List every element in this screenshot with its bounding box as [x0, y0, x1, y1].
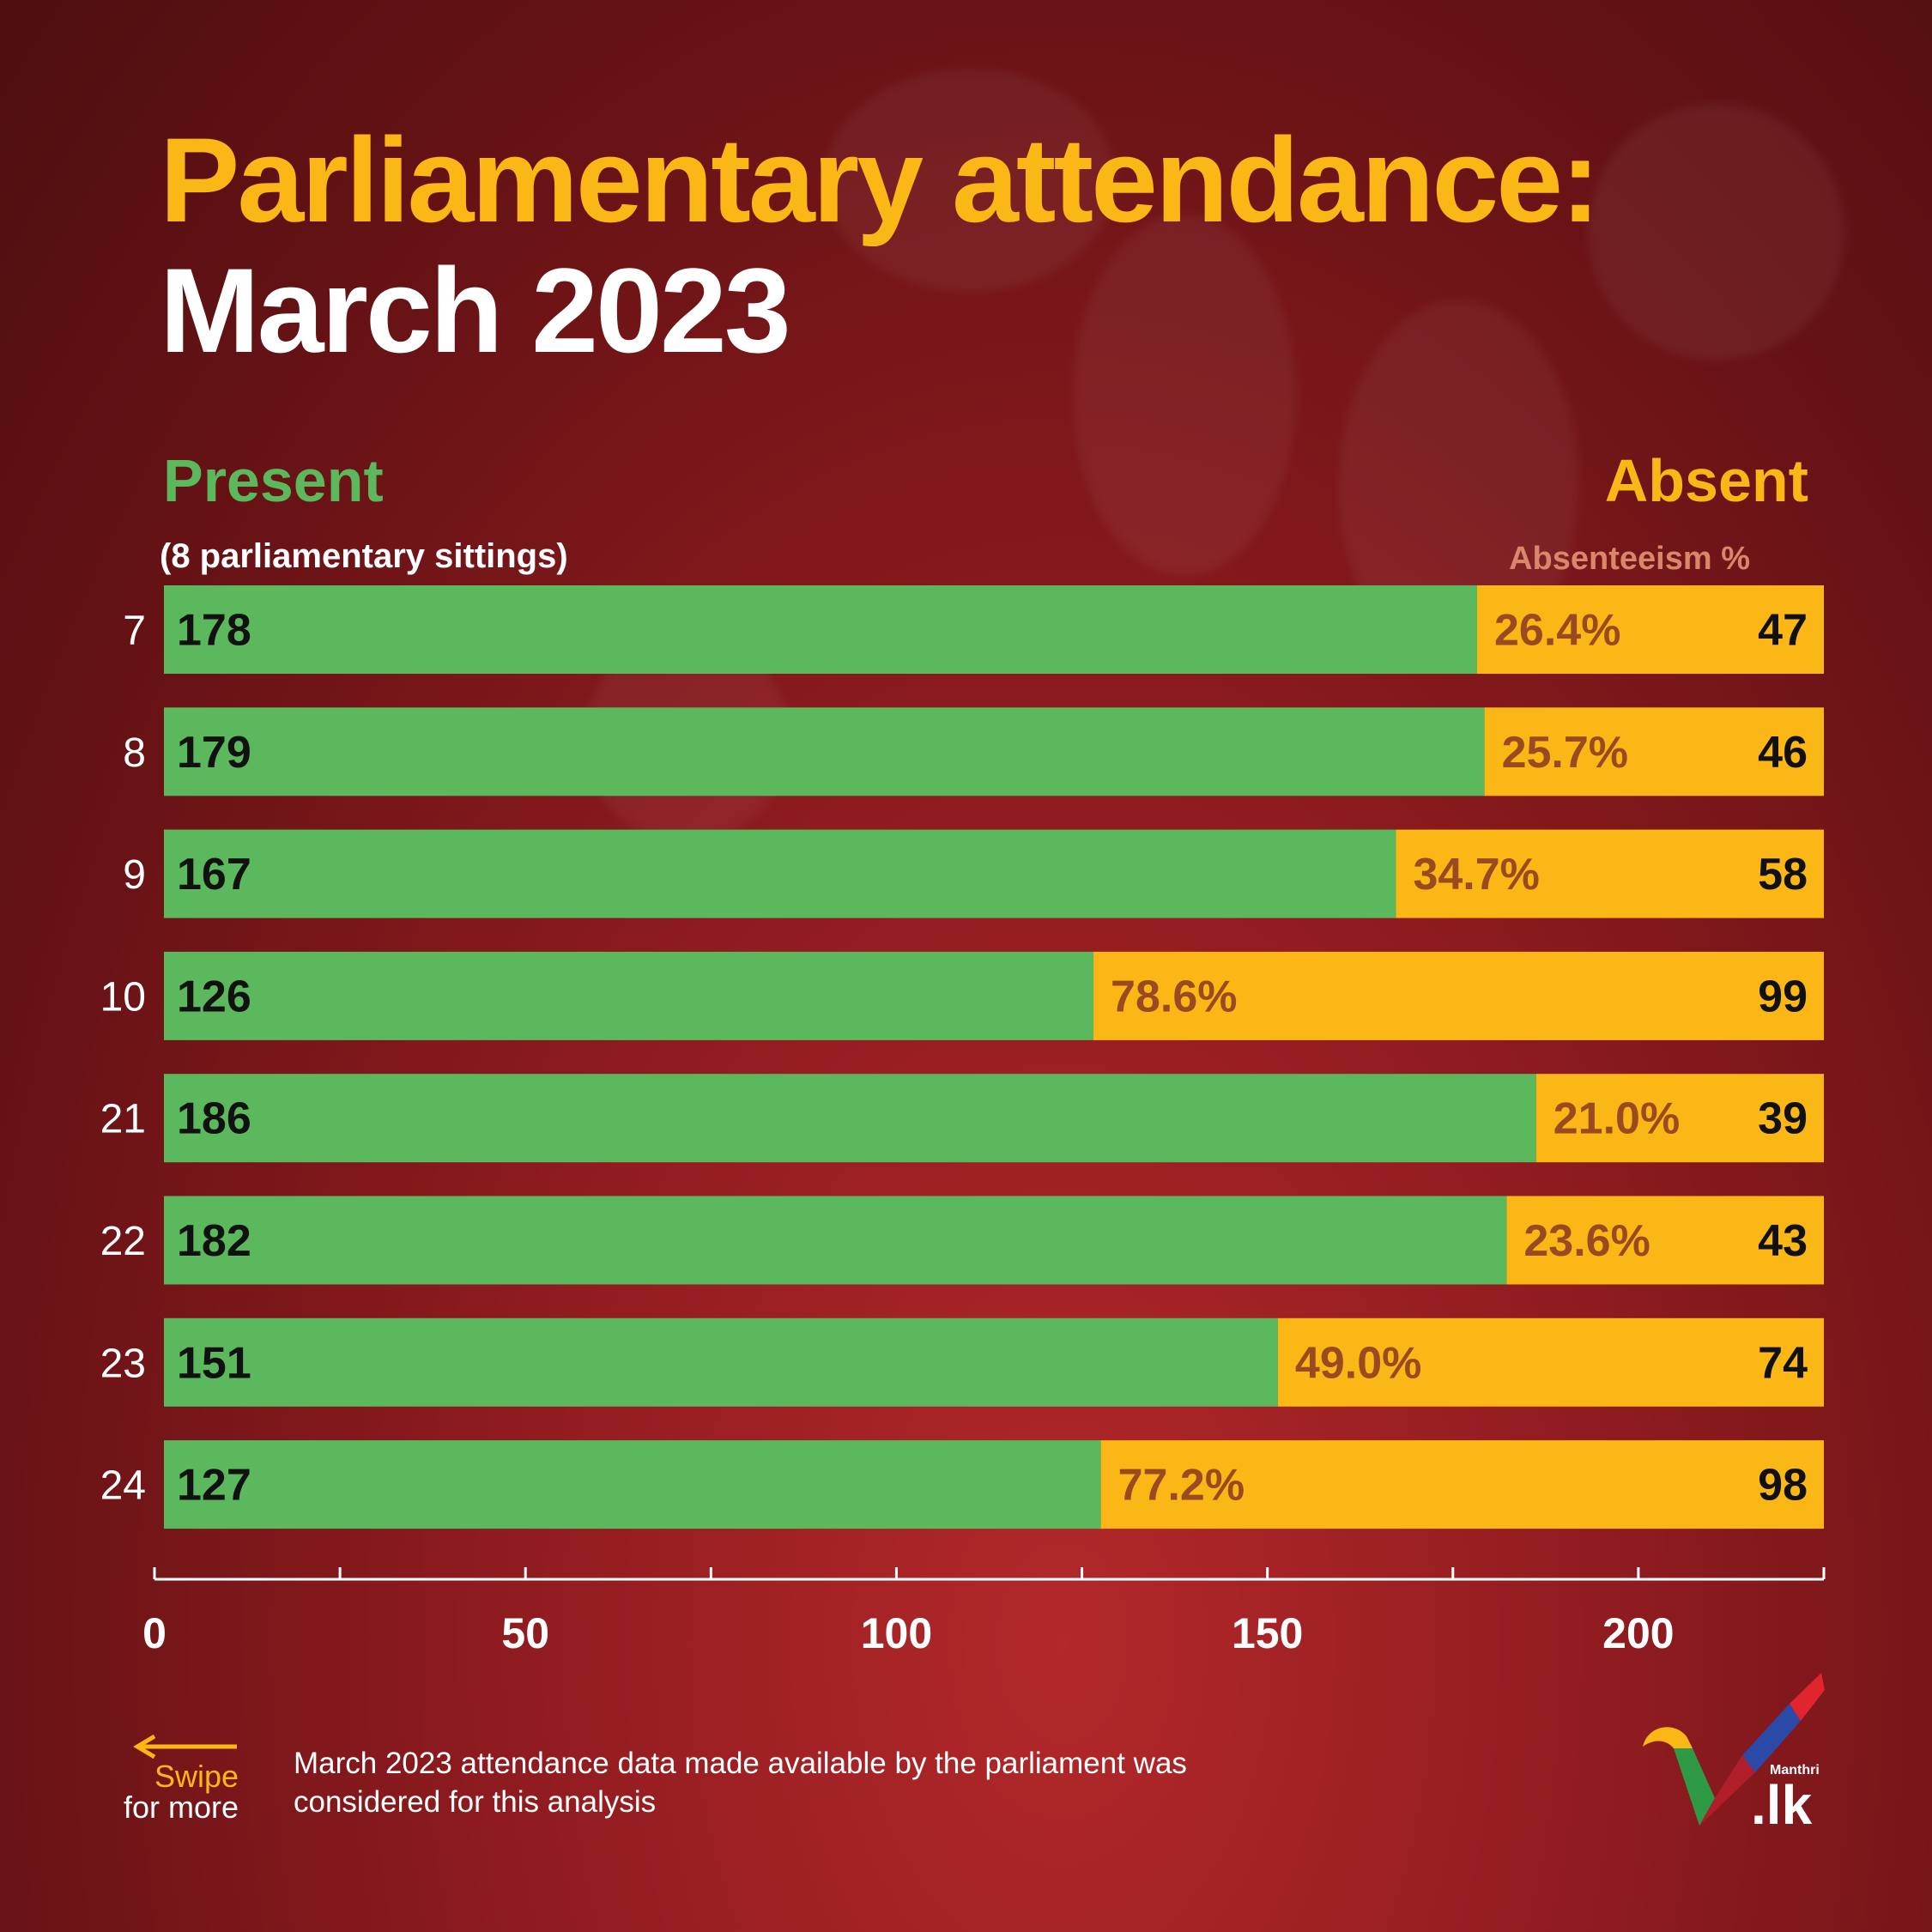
bar-present	[164, 1317, 1278, 1407]
bar-absent	[1535, 1074, 1824, 1163]
absent-value-label: 39	[1758, 1094, 1808, 1144]
category-label: 10	[100, 974, 146, 1020]
present-value-label: 179	[177, 728, 251, 778]
bar-present	[164, 1074, 1536, 1163]
bar-present	[164, 1196, 1507, 1285]
background-blob	[1588, 103, 1845, 360]
legend-absent: Absent	[1604, 447, 1808, 514]
bar-present	[164, 585, 1478, 674]
absenteeism-pct-label: 78.6%	[1111, 972, 1237, 1021]
absent-value-label: 46	[1758, 728, 1808, 778]
absenteeism-pct-label: 34.7%	[1413, 850, 1539, 899]
bar-absent	[1100, 1440, 1824, 1529]
absenteeism-header: Absenteeism %	[1509, 541, 1750, 577]
absent-value-label: 74	[1758, 1338, 1808, 1388]
x-tick-label: 50	[501, 1609, 549, 1657]
absent-value-label: 47	[1758, 606, 1808, 656]
present-value-label: 151	[177, 1338, 251, 1388]
absenteeism-pct-label: 26.4%	[1494, 606, 1620, 656]
category-label: 23	[100, 1341, 146, 1386]
bar-absent	[1484, 707, 1824, 796]
present-value-label: 127	[177, 1461, 251, 1511]
swipe-hint[interactable]: Swipe for more	[101, 1734, 239, 1825]
absent-value-label: 58	[1758, 850, 1808, 899]
arrow-left-icon	[133, 1734, 237, 1759]
present-value-label: 167	[177, 850, 251, 899]
x-tick-label: 100	[861, 1609, 932, 1657]
swipe-text: Swipe	[154, 1759, 239, 1794]
bar-present	[164, 951, 1094, 1040]
category-label: 7	[123, 609, 146, 654]
bar-present	[164, 829, 1396, 918]
bar-absent	[1093, 951, 1824, 1040]
manthri-logo: Manthri .lk	[1639, 1669, 1828, 1836]
present-value-label: 182	[177, 1216, 251, 1266]
bar-present	[164, 707, 1485, 796]
absenteeism-pct-label: 77.2%	[1118, 1461, 1245, 1511]
background-blob	[1073, 215, 1296, 575]
manthri-checkmark-logo: Manthri .lk	[1643, 1673, 1825, 1836]
x-tick-label: 200	[1602, 1609, 1674, 1657]
absenteeism-pct-label: 21.0%	[1553, 1094, 1680, 1144]
bar-absent	[1506, 1196, 1824, 1285]
attendance-bar-chart: 7 178 26.4% 47 8 179 25.7% 46 9 167 34.7% 58 10 126 78…	[100, 585, 1824, 1657]
x-tick-label: 150	[1232, 1609, 1303, 1657]
category-label: 24	[100, 1463, 146, 1509]
bar-absent	[1477, 585, 1824, 674]
legend-present: Present	[163, 447, 384, 514]
present-value-label: 178	[177, 606, 251, 656]
chart-subtitle: March 2023	[160, 243, 791, 378]
logo-brand: Manthri	[1770, 1763, 1820, 1778]
bar-absent	[1396, 829, 1824, 918]
background-blob	[824, 69, 1116, 292]
absenteeism-pct-label: 23.6%	[1523, 1216, 1650, 1266]
absent-value-label: 99	[1758, 972, 1808, 1021]
present-value-label: 126	[177, 972, 251, 1021]
absenteeism-pct-label: 25.7%	[1502, 728, 1628, 778]
sittings-note: (8 parliamentary sittings)	[160, 537, 568, 575]
chart-title: Parliamentary attendance:	[160, 112, 1601, 247]
bar-present	[164, 1440, 1101, 1529]
logo-tld: .lk	[1751, 1774, 1813, 1828]
absent-value-label: 43	[1758, 1216, 1808, 1266]
for-more-text: for more	[123, 1790, 239, 1825]
category-label: 8	[123, 730, 146, 776]
category-label: 9	[123, 852, 146, 898]
category-label: 21	[100, 1097, 146, 1142]
absent-value-label: 98	[1758, 1461, 1808, 1511]
footnote: March 2023 attendance data made availabl…	[294, 1747, 1187, 1819]
absenteeism-pct-label: 49.0%	[1295, 1338, 1421, 1388]
bar-absent	[1277, 1317, 1824, 1407]
x-tick-label: 0	[142, 1609, 167, 1657]
present-value-label: 186	[177, 1094, 251, 1144]
category-label: 22	[100, 1219, 146, 1264]
